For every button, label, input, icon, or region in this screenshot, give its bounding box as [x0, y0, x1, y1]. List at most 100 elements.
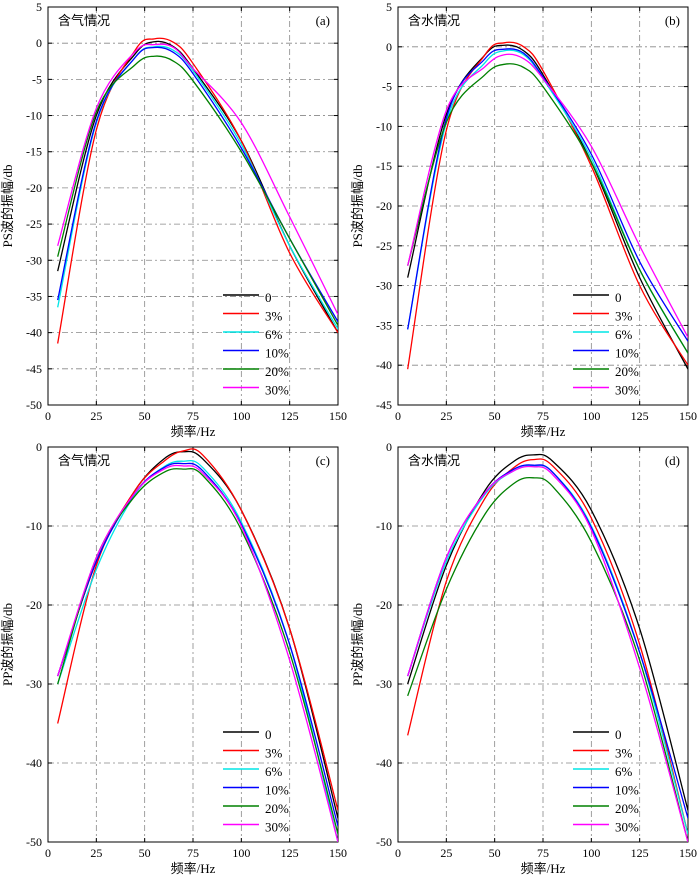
- y-tick-label: -20: [376, 199, 392, 213]
- x-tick-label: 50: [139, 846, 151, 860]
- series-line-20pct: [407, 63, 688, 354]
- x-tick-label: 100: [232, 846, 250, 860]
- y-tick-label: -40: [26, 756, 42, 770]
- y-axis-label: PP波的振幅/db: [350, 603, 365, 686]
- x-tick-label: 25: [440, 846, 452, 860]
- y-axis-label: PP波的振幅/db: [0, 603, 15, 686]
- legend-label: 6%: [265, 327, 283, 342]
- panel-label: (b): [665, 13, 680, 28]
- series-line-0: [407, 453, 688, 811]
- series-line-0: [57, 40, 338, 333]
- y-tick-label: -35: [376, 318, 392, 332]
- x-tick-label: 0: [45, 846, 51, 860]
- legend-label: 0: [265, 727, 272, 742]
- series-line-10pct: [407, 464, 688, 819]
- legend-label: 3%: [265, 746, 283, 761]
- legend-label: 20%: [615, 364, 639, 379]
- x-axis-label: 频率/Hz: [521, 861, 566, 876]
- x-tick-label: 100: [232, 409, 250, 423]
- legend-label: 10%: [265, 783, 289, 798]
- y-tick-label: -30: [26, 677, 42, 691]
- x-tick-label: 0: [45, 409, 51, 423]
- series-line-3pct: [407, 458, 688, 835]
- legend-label: 3%: [615, 309, 633, 324]
- legend-label: 6%: [615, 764, 633, 779]
- series-line-10pct: [57, 462, 338, 827]
- legend-label: 10%: [615, 346, 639, 361]
- y-tick-label: -50: [26, 398, 42, 412]
- series-line-30pct: [407, 53, 688, 338]
- legend-label: 6%: [265, 764, 283, 779]
- y-tick-label: -50: [26, 835, 42, 849]
- x-tick-label: 25: [90, 409, 102, 423]
- legend-label: 0: [615, 727, 622, 742]
- y-tick-label: -45: [26, 362, 42, 376]
- y-tick-label: -35: [26, 289, 42, 303]
- chart-panel-a: 0 25 50 75 100 125 15050-5-10-15-20-25-30-35-4…: [0, 0, 347, 439]
- series-group: [407, 453, 688, 842]
- x-tick-label: 100: [582, 846, 600, 860]
- x-tick-label: 0: [395, 409, 401, 423]
- y-tick-label: 5: [386, 0, 392, 14]
- y-tick-label: -5: [382, 80, 392, 94]
- chart-panel-b: 0 25 50 75 100 125 15050-5-10-15-20-25-30-35-4…: [350, 0, 697, 439]
- x-axis-label: 频率/Hz: [171, 424, 216, 439]
- panel-label: (d): [665, 453, 680, 468]
- y-tick-label: -30: [26, 253, 42, 267]
- x-tick-label: 0: [395, 846, 401, 860]
- series-line-10pct: [57, 46, 338, 323]
- legend-label: 20%: [615, 801, 639, 816]
- x-tick-label: 125: [631, 409, 649, 423]
- x-axis-label: 频率/Hz: [171, 861, 216, 876]
- x-tick-label: 125: [281, 846, 299, 860]
- y-tick-label: -20: [26, 598, 42, 612]
- condition-label: 含气情况: [58, 13, 110, 29]
- x-tick-label: 75: [187, 409, 199, 423]
- x-tick-label: 25: [440, 409, 452, 423]
- y-tick-label: -25: [376, 239, 392, 253]
- y-tick-label: -10: [26, 109, 42, 123]
- y-tick-label: -5: [32, 72, 42, 86]
- chart-panel-d: 0 25 50 75 100 125 150 0 -10 -20 -30 -40 -50 频率/Hz PP波…: [350, 440, 697, 876]
- y-axis-label: PS波的振幅/db: [350, 164, 365, 247]
- legend-label: 3%: [615, 746, 633, 761]
- legend-label: 6%: [615, 327, 633, 342]
- x-tick-label: 75: [537, 409, 549, 423]
- series-line-30pct: [407, 465, 688, 842]
- panel-label: (a): [316, 13, 330, 28]
- series-line-3pct: [57, 37, 338, 344]
- y-tick-label: -10: [26, 519, 42, 533]
- x-tick-label: 100: [582, 409, 600, 423]
- x-tick-label: 25: [90, 846, 102, 860]
- chart-panel-c: 0 25 50 75 100 125 150 0 -10 -20 -30 -40 -50 频率/Hz PP波…: [0, 440, 347, 876]
- legend-label: 10%: [265, 346, 289, 361]
- y-tick-label: -30: [376, 279, 392, 293]
- y-tick-label: -40: [26, 326, 42, 340]
- y-tick-label: 5: [36, 0, 42, 14]
- y-axis-label: PS波的振幅/db: [0, 164, 15, 247]
- x-tick-label: 50: [139, 409, 151, 423]
- y-tick-label: 0: [36, 440, 42, 454]
- x-tick-label: 50: [489, 409, 501, 423]
- x-tick-label: 75: [537, 846, 549, 860]
- y-tick-label: -10: [376, 119, 392, 133]
- legend-label: 30%: [615, 820, 639, 835]
- series-group: [407, 41, 688, 370]
- y-tick-label: 0: [386, 440, 392, 454]
- y-tick-label: -50: [376, 835, 392, 849]
- condition-label: 含水情况: [408, 453, 460, 469]
- y-tick-label: -40: [376, 756, 392, 770]
- legend-label: 20%: [265, 364, 289, 379]
- series-line-30pct: [57, 464, 338, 842]
- legend-label: 0: [265, 290, 272, 305]
- y-tick-label: -20: [376, 598, 392, 612]
- y-tick-label: 0: [36, 36, 42, 50]
- legend-label: 30%: [615, 383, 639, 398]
- legend-label: 3%: [265, 309, 283, 324]
- y-tick-label: -10: [376, 519, 392, 533]
- x-tick-label: 150: [329, 409, 347, 423]
- y-tick-label: -30: [376, 677, 392, 691]
- series-line-6pct: [407, 49, 688, 354]
- x-tick-label: 150: [679, 409, 697, 423]
